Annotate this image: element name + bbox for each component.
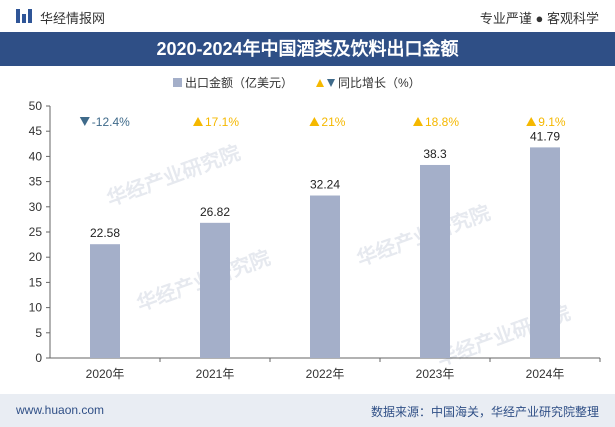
growth-label-3: 18.8% — [425, 115, 459, 129]
y-tick-label-7: 35 — [29, 175, 43, 189]
bar-3 — [420, 164, 450, 358]
legend-up-triangle-icon — [316, 79, 324, 87]
legend-label-value: 出口金额（亿美元） — [185, 75, 293, 90]
legend-down-triangle-icon — [327, 79, 335, 87]
legend-swatch-value — [173, 78, 182, 87]
bar-value-label-1: 26.82 — [200, 205, 230, 219]
bar-4 — [530, 147, 560, 358]
growth-up-icon-3 — [413, 117, 423, 126]
y-tick-label-8: 40 — [29, 149, 43, 163]
chart-title: 2020-2024年中国酒类及饮料出口金额 — [0, 32, 615, 66]
logo-icon — [16, 9, 32, 23]
bar-value-label-0: 22.58 — [90, 226, 120, 240]
growth-label-1: 17.1% — [205, 115, 239, 129]
tagline: 专业严谨 ● 客观科学 — [479, 11, 599, 26]
y-tick-label-10: 50 — [29, 99, 43, 113]
y-tick-label-2: 10 — [29, 301, 43, 315]
bar-value-label-3: 38.3 — [423, 147, 447, 161]
growth-label-2: 21% — [321, 115, 345, 129]
bar-1 — [200, 222, 230, 358]
x-tick-label-3: 2023年 — [416, 367, 455, 381]
bar-2 — [310, 195, 340, 358]
growth-up-icon-2 — [309, 117, 320, 126]
data-source: 数据来源：中国海关，华经产业研究院整理 — [370, 405, 599, 419]
y-tick-label-0: 0 — [35, 351, 42, 365]
growth-label-0: -12.4% — [92, 115, 130, 129]
y-tick-label-4: 20 — [29, 250, 43, 264]
x-tick-label-4: 2024年 — [526, 367, 565, 381]
chart-area: 华经产业研究院华经产业研究院华经产业研究院华经产业研究院出口金额（亿美元）同比增… — [29, 75, 601, 381]
bar-0 — [90, 244, 120, 358]
watermark-0: 华经产业研究院 — [104, 140, 244, 210]
brand-name: 华经情报网 — [40, 11, 106, 26]
top-bar: 华经情报网 专业严谨 ● 客观科学 — [0, 0, 615, 32]
bar-value-label-2: 32.24 — [310, 178, 340, 192]
footer: www.huaon.com 数据来源：中国海关，华经产业研究院整理 — [0, 394, 615, 427]
y-tick-label-5: 25 — [29, 225, 43, 239]
y-tick-label-6: 30 — [29, 200, 43, 214]
y-tick-label-3: 15 — [29, 275, 43, 289]
growth-label-4: 9.1% — [538, 115, 566, 129]
bar-value-label-4: 41.79 — [530, 129, 560, 143]
y-tick-label-1: 5 — [35, 326, 42, 340]
growth-down-icon-0 — [79, 117, 90, 126]
x-tick-label-2: 2022年 — [306, 367, 345, 381]
growth-up-icon-4 — [526, 117, 537, 126]
x-tick-label-0: 2020年 — [86, 367, 125, 381]
x-tick-label-1: 2021年 — [196, 367, 235, 381]
y-tick-label-9: 45 — [29, 124, 43, 138]
growth-up-icon-1 — [193, 117, 203, 126]
website-link[interactable]: www.huaon.com — [16, 403, 105, 417]
legend-label-growth: 同比增长（%） — [338, 76, 421, 90]
